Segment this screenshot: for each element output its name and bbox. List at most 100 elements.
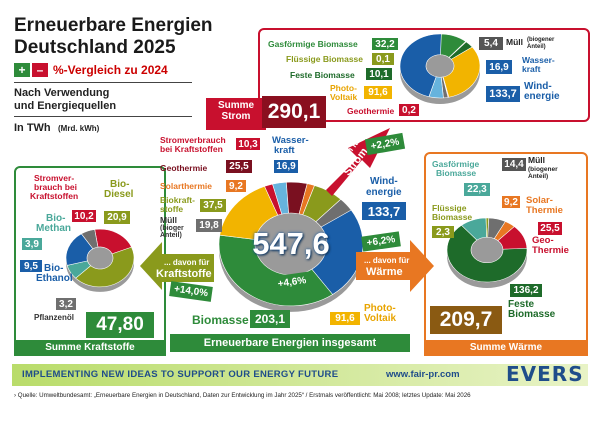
waerme-muell-value: 14,4 [502,158,526,171]
source-note: › Quelle: Umweltbundesamt: „Erneuerbare … [14,392,590,399]
waerme-arrow-label-2: Wärme [366,266,403,278]
center-solar-label: Solarthermie [160,181,212,191]
waerme-solar-value: 9,2 [502,196,520,208]
kraft-methan-label-1: Bio- [46,213,66,224]
waerme-gas-label-1: Gasförmige [432,159,480,169]
center-biokr-label-2: stoffe [160,204,184,214]
center-solar-value: 9,2 [226,180,246,192]
center-biokr-label-1: Biokraft- [160,195,195,205]
center-stromverb-label-1: Stromverbrauch [160,135,226,145]
header-divider [14,82,192,83]
center-wasser-label-2: kraft [274,145,295,156]
center-wind-value: 133,7 [362,202,406,220]
kraft-strom-label-2: brauch bei [34,182,77,192]
kraft-diesel-label-2: Diesel [104,189,134,200]
unit-main: In TWh [14,122,51,134]
strom-sum-label-2: Strom [221,111,251,122]
kraft-sum-label: Summe Kraftstoffe [14,340,166,356]
strom-geo-label: Geothermie [347,106,395,116]
title-line-2: Deutschland 2025 [14,37,176,58]
strom-fest-label: Feste Biomasse [290,70,355,80]
center-total: 547,6 [252,226,330,261]
center-geo-label: Geothermie [160,163,208,173]
center-biomasse-value: 203,1 [250,310,290,328]
waerme-ring [446,217,528,288]
ring-top [218,181,364,307]
waerme-fest-value: 136,2 [510,284,542,297]
strom-pv-label-2: Voltaik [330,92,358,102]
waerme-fest-label-1: Feste [508,299,535,310]
center-pv-value: 91,6 [330,312,360,325]
waerme-sum-label: Summe Wärme [424,340,588,356]
waerme-muell-sub-1: (biogener [528,166,558,173]
slice-windenergie [311,209,364,295]
strom-fl-label: Flüssige Biomasse [286,54,364,64]
minus-badge: – [32,63,48,77]
header-divider-2 [14,116,192,117]
kraft-total: 47,80 [86,312,154,338]
center-stromverb-value: 10,3 [236,138,260,150]
source-chevron-icon: › [14,392,18,399]
kraft-methan-value: 3,9 [22,238,42,250]
waerme-muell-label: Müll [528,155,545,165]
center-biomasse-label: Biomasse [192,313,249,327]
strom-gas-value: 32,2 [372,38,398,50]
unit-sub: (Mrd. kWh) [58,124,100,133]
ring-top [399,33,481,99]
waerme-ring-svg [446,217,528,288]
waerme-solar-label-1: Solar- [526,195,553,206]
kraft-ethanol-label-1: Bio- [44,263,64,274]
plus-badge: + [14,63,30,77]
footer-slogan: IMPLEMENTING NEW IDEAS TO SUPPORT OUR EN… [22,369,339,380]
waerme-fl-label-2: Biomasse [432,212,473,222]
center-ring [218,181,364,312]
waerme-gas-value: 22,3 [464,183,490,196]
waerme-fest-label-2: Biomasse [508,309,556,320]
kraft-arrow-label-1: ... davon für [164,258,210,267]
strom-fest-value: 10,1 [366,68,392,80]
strom-muell-value: 5,4 [479,37,503,50]
strom-gas-label: Gasförmige Biomasse [268,39,358,49]
waerme-arrow-label-1: ... davon für [364,256,410,265]
strom-wind-value: 133,7 [486,86,520,102]
center-wind-label-2: energie [366,187,402,198]
waerme-geo-label-2: Thermie [532,245,569,256]
kraft-ethanol-label-2: Ethanol [36,273,73,284]
waerme-fl-value: 2,3 [432,226,454,238]
strom-total: 290,1 [262,96,326,128]
waerme-fl-label-1: Flüssige [432,203,467,213]
waerme-muell-sub-2: Anteil) [528,173,549,180]
center-pv-label-2: Voltaik [364,313,397,324]
slice-bio-diesel [75,246,135,288]
strom-wind-label-1: Wind- [524,81,552,92]
strom-ring [399,33,481,104]
waerme-geo-label-1: Geo- [532,235,554,246]
strom-ring-svg [399,33,481,104]
center-pv-label-1: Photo- [364,303,396,314]
title-line-1: Erneuerbare Energien [14,15,213,36]
strom-sum-label-1: Summe [217,100,255,111]
strom-muell-label: Müll [506,37,523,47]
footer-url[interactable]: www.fair-pr.com [386,369,460,380]
strom-pv-label-1: Photo- [330,83,357,93]
use-line-2: und Energiequellen [14,100,117,112]
kraft-ethanol-value: 9,5 [20,260,42,272]
kraft-diesel-value: 20,9 [104,211,130,224]
waerme-solar-label-2: Thermie [526,205,563,216]
kraft-oel-value: 3,2 [56,298,76,310]
ring-top [446,217,528,283]
kraft-arrow [140,242,214,290]
source-text: Quelle: Umweltbundesamt: „Erneuerbare En… [17,392,471,399]
waerme-gas-label-2: Biomasse [436,168,477,178]
strom-wasser-value: 16,9 [486,60,512,74]
kraft-methan-label-2: Methan [36,223,71,234]
center-ring-svg [218,181,364,312]
center-wind-label-1: Wind- [370,176,398,187]
center-wasser-label-1: Wasser- [272,135,309,146]
center-bottom-label: Erneuerbare Energien insgesamt [170,334,410,352]
use-line-1: Nach Verwendung [14,87,110,99]
kraft-strom-label-1: Stromver- [34,173,75,183]
strom-wasser-label-1: Wasser- [522,55,555,65]
strom-fl-value: 0,1 [372,53,394,65]
